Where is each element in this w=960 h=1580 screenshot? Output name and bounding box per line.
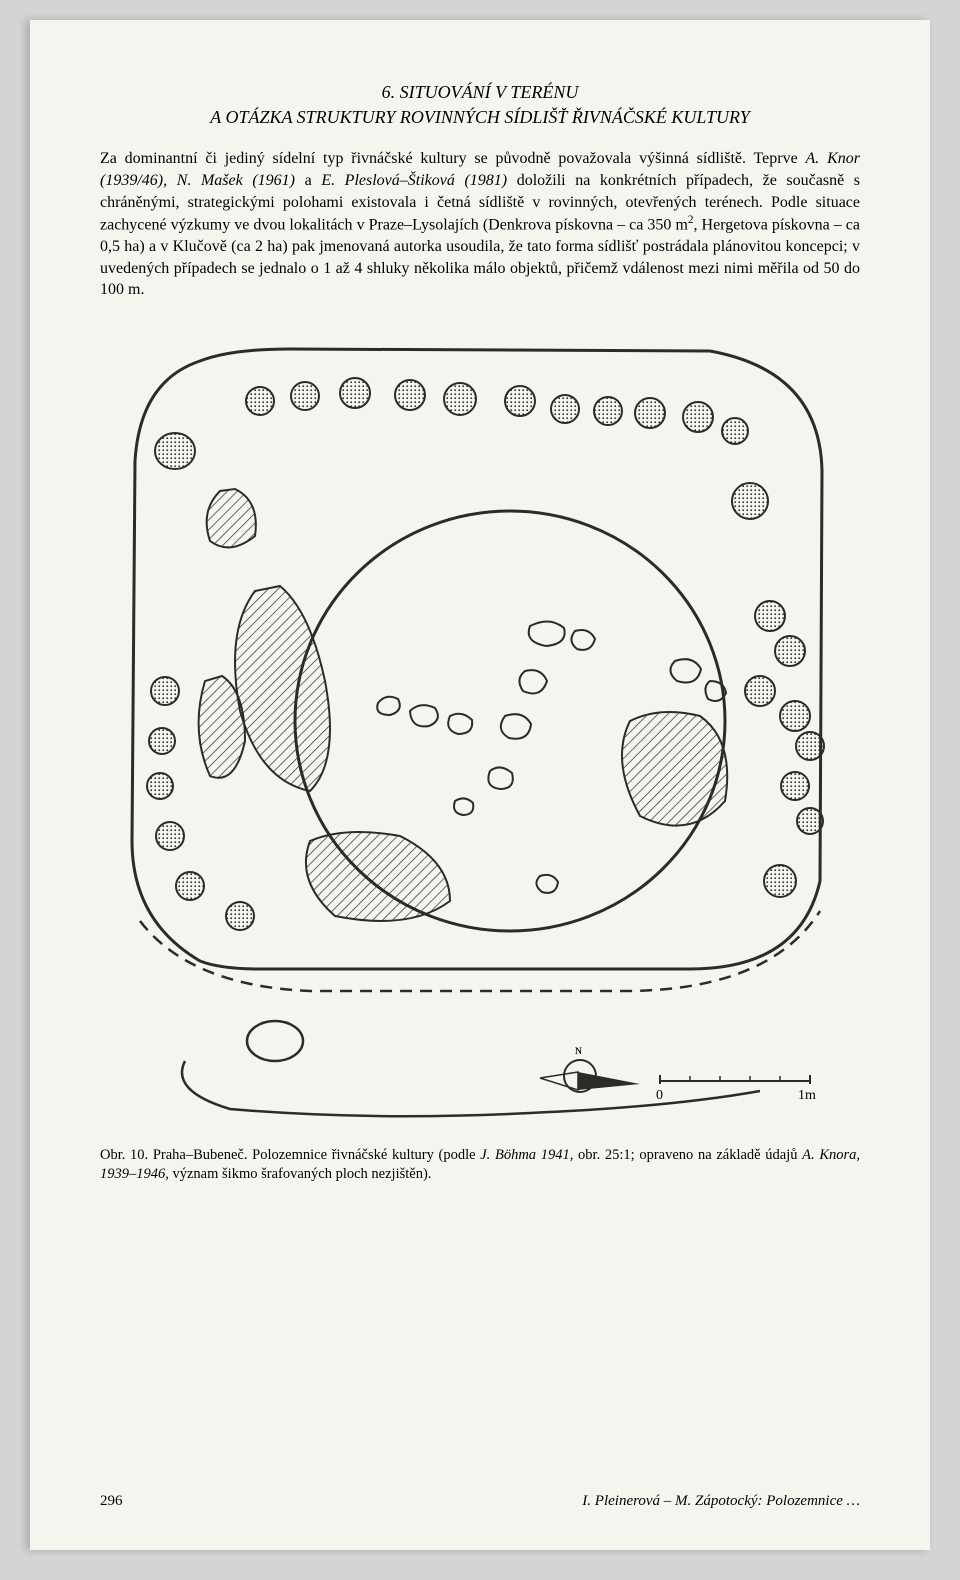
lower-outline (182, 1061, 760, 1116)
page-footer: 296 I. Pleinerová – M. Zápotocký: Poloze… (100, 1493, 860, 1510)
north-arrow-icon: ɴ (540, 1043, 640, 1092)
scale-1m: 1m (798, 1088, 816, 1103)
heading-line-1: 6. SITUOVÁNÍ V TERÉNU (100, 80, 860, 105)
postholes-right (732, 483, 824, 897)
heading-line-2: A OTÁZKA STRUKTURY ROVINNÝCH SÍDLIŠŤ ŘIV… (100, 105, 860, 130)
figure-caption: Obr. 10. Praha–Bubeneč. Polozemnice řivn… (100, 1146, 860, 1185)
running-head: I. Pleinerová – M. Zápotocký: Polozemnic… (582, 1493, 860, 1510)
north-n-label: ɴ (575, 1043, 582, 1058)
page-number: 296 (100, 1493, 123, 1510)
figure-svg: ɴ 0 1m (110, 321, 850, 1121)
figure-10: ɴ 0 1m (100, 321, 860, 1126)
posthole-left-upper (155, 433, 195, 469)
posthole-row (246, 378, 748, 444)
scale-0: 0 (656, 1088, 663, 1103)
body-paragraph: Za dominantní či jediný sídelní typ řivn… (100, 148, 860, 300)
page: 6. SITUOVÁNÍ V TERÉNU A OTÁZKA STRUKTURY… (30, 20, 930, 1550)
small-pit-lower (247, 1021, 303, 1061)
section-heading: 6. SITUOVÁNÍ V TERÉNU A OTÁZKA STRUKTURY… (100, 80, 860, 130)
scale-bar: 0 1m (656, 1075, 816, 1103)
hatched-features (199, 489, 728, 921)
